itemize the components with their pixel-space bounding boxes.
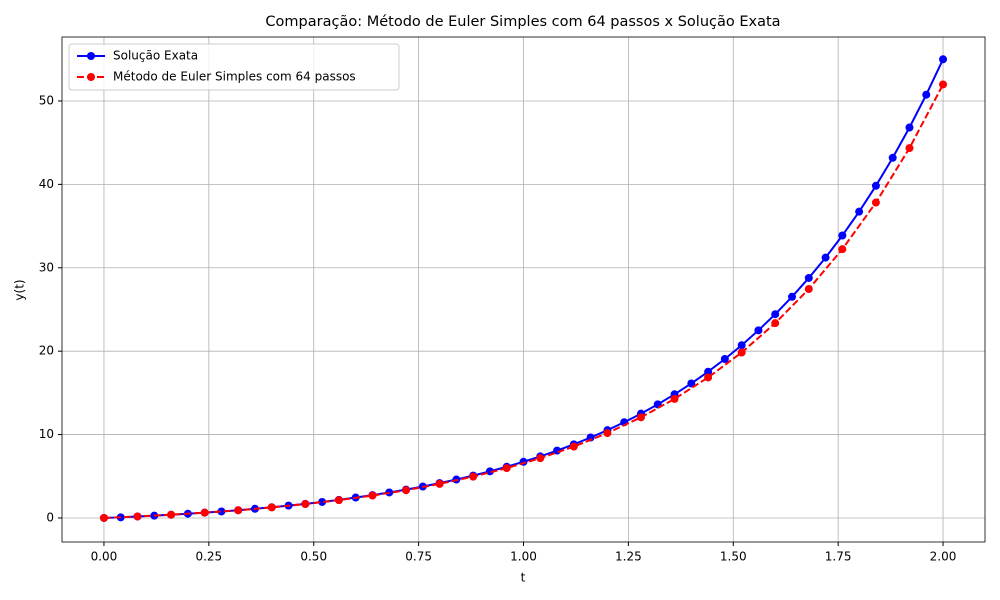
data-point: [804, 273, 813, 282]
data-point: [871, 198, 880, 207]
y-tick-label: 0: [46, 510, 54, 524]
y-tick-label: 50: [39, 93, 54, 107]
data-point: [636, 413, 645, 422]
data-point: [217, 507, 226, 516]
legend-box: [68, 43, 400, 91]
data-point: [871, 181, 880, 190]
data-point: [334, 496, 343, 505]
plot-frame: [61, 36, 986, 543]
y-axis-label: y(t): [13, 279, 27, 300]
data-point: [737, 341, 746, 350]
data-point: [603, 429, 612, 438]
data-point: [905, 144, 914, 153]
data-point: [318, 497, 327, 506]
data-point: [838, 231, 847, 240]
data-point: [687, 379, 696, 388]
data-point: [771, 310, 780, 319]
legend-label: Solução Exata: [113, 49, 198, 63]
data-point: [167, 510, 176, 519]
data-point: [704, 367, 713, 376]
data-point: [402, 486, 411, 495]
data-point: [754, 326, 763, 335]
data-point: [804, 285, 813, 294]
y-tick-label: 10: [39, 427, 54, 441]
data-point: [485, 467, 494, 476]
data-point: [234, 506, 243, 515]
chart-title: Comparação: Método de Euler Simples com …: [265, 14, 780, 30]
data-point: [469, 472, 478, 481]
legend: Solução Exata Método de Euler Simples com…: [68, 43, 400, 91]
data-point: [821, 253, 830, 262]
x-tick-label: 2.00: [930, 550, 957, 564]
x-tick-label: 1.50: [720, 550, 747, 564]
data-point: [704, 373, 713, 382]
y-tick-label: 30: [39, 260, 54, 274]
x-tick-label: 1.25: [615, 550, 642, 564]
x-tick-label: 1.00: [510, 550, 537, 564]
x-tick-label: 0.50: [300, 550, 327, 564]
data-point: [888, 153, 897, 162]
x-tick-label: 0.75: [405, 550, 432, 564]
data-point: [670, 394, 679, 403]
series-line: [103, 83, 944, 519]
data-point: [586, 433, 595, 442]
data-point: [905, 123, 914, 132]
data-point: [368, 491, 377, 500]
data-point: [771, 319, 780, 328]
data-point: [939, 80, 948, 89]
x-tick-label: 0.25: [195, 550, 222, 564]
data-point: [267, 503, 276, 512]
data-point: [939, 55, 948, 64]
y-tick-label: 20: [39, 344, 54, 358]
legend-label: Método de Euler Simples com 64 passos: [113, 70, 356, 84]
data-point: [855, 207, 864, 216]
legend-marker: [87, 52, 95, 60]
data-point: [301, 500, 310, 509]
data-point: [99, 513, 108, 522]
data-point: [133, 512, 142, 521]
data-point: [569, 442, 578, 451]
data-point: [502, 464, 511, 473]
data-point: [788, 292, 797, 301]
data-point: [922, 90, 931, 99]
data-point: [720, 355, 729, 364]
data-point: [838, 245, 847, 254]
data-point: [200, 508, 209, 517]
x-tick-label: 0.00: [91, 550, 118, 564]
x-tick-label: 1.75: [825, 550, 852, 564]
x-axis-label: t: [521, 571, 526, 585]
y-tick-label: 40: [39, 177, 54, 191]
data-point: [435, 479, 444, 488]
legend-marker: [87, 73, 95, 81]
data-point: [737, 348, 746, 357]
data-point: [536, 454, 545, 463]
